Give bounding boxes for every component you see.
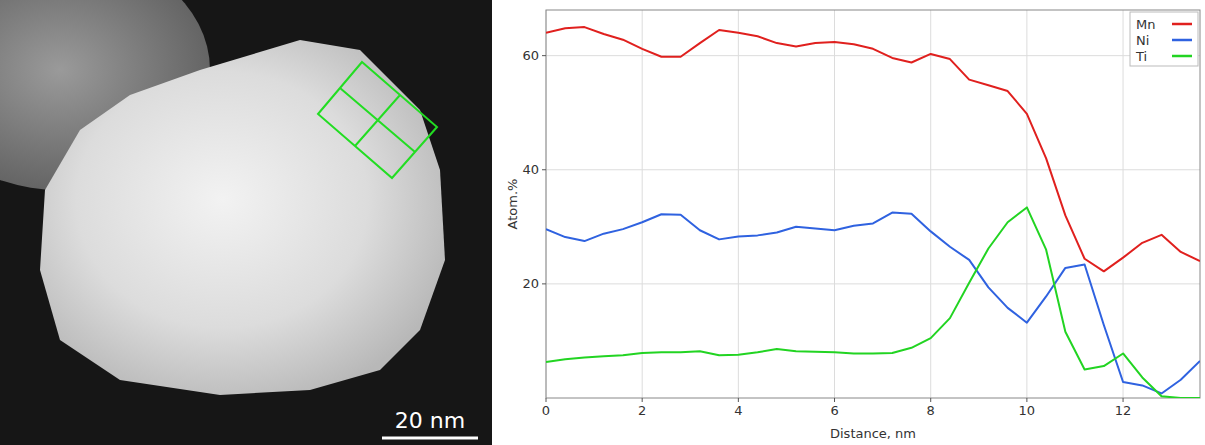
series-line [546,27,1200,271]
chart: 0 2 4 6 8 10 12 20 40 60 Distance, nm Atom.% MnNiTi [505,10,1200,441]
scale-bar-label: 20 nm [395,408,465,433]
y-grid-line [546,283,1200,284]
x-grid-line [1026,10,1027,398]
y-tick-label: 60 [522,48,539,63]
figure: 20 nm 0 2 4 6 8 10 12 20 40 60 Distance, nm Atom.% Mn… [0,0,1205,445]
x-tick-label: 8 [927,403,935,418]
x-tick [738,398,739,402]
x-tick [930,398,931,402]
x-axis-title: Distance, nm [830,426,916,441]
legend-label: Mn [1136,17,1155,32]
stem-image: 20 nm [0,0,492,445]
x-grid-line [834,10,835,398]
x-tick-label: 2 [638,403,646,418]
y-tick-label: 20 [522,276,539,291]
legend-swatch [1172,55,1192,58]
legend: MnNiTi [1130,12,1198,66]
series-lines [546,27,1200,398]
x-tick-label: 10 [1019,403,1036,418]
y-grid-line [546,169,1200,170]
legend-label: Ti [1135,49,1147,64]
x-tick [642,398,643,402]
x-tick [1123,398,1124,402]
legend-swatch [1172,39,1192,42]
legend-box [1130,12,1198,66]
y-axis-title: Atom.% [505,179,520,230]
x-grid-line [738,10,739,398]
x-tick [834,398,835,402]
x-tick-label: 0 [542,403,550,418]
series-line [546,207,1200,398]
x-tick-label: 12 [1115,403,1132,418]
x-grid-line [642,10,643,398]
scale-bar [382,437,478,440]
plot-area [546,10,1200,398]
legend-swatch [1172,23,1192,26]
y-tick [542,283,546,284]
y-tick-label: 40 [522,162,539,177]
y-grid-line [546,55,1200,56]
x-tick-label: 6 [830,403,838,418]
y-tick [542,169,546,170]
x-tick-label: 4 [734,403,742,418]
x-tick [546,398,547,402]
y-tick [542,55,546,56]
plot-frame [546,10,1200,398]
x-tick [1026,398,1027,402]
scan-box [318,62,437,178]
x-grid-line [930,10,931,398]
legend-label: Ni [1136,33,1149,48]
x-grid-line [1123,10,1124,398]
particle [40,40,445,395]
